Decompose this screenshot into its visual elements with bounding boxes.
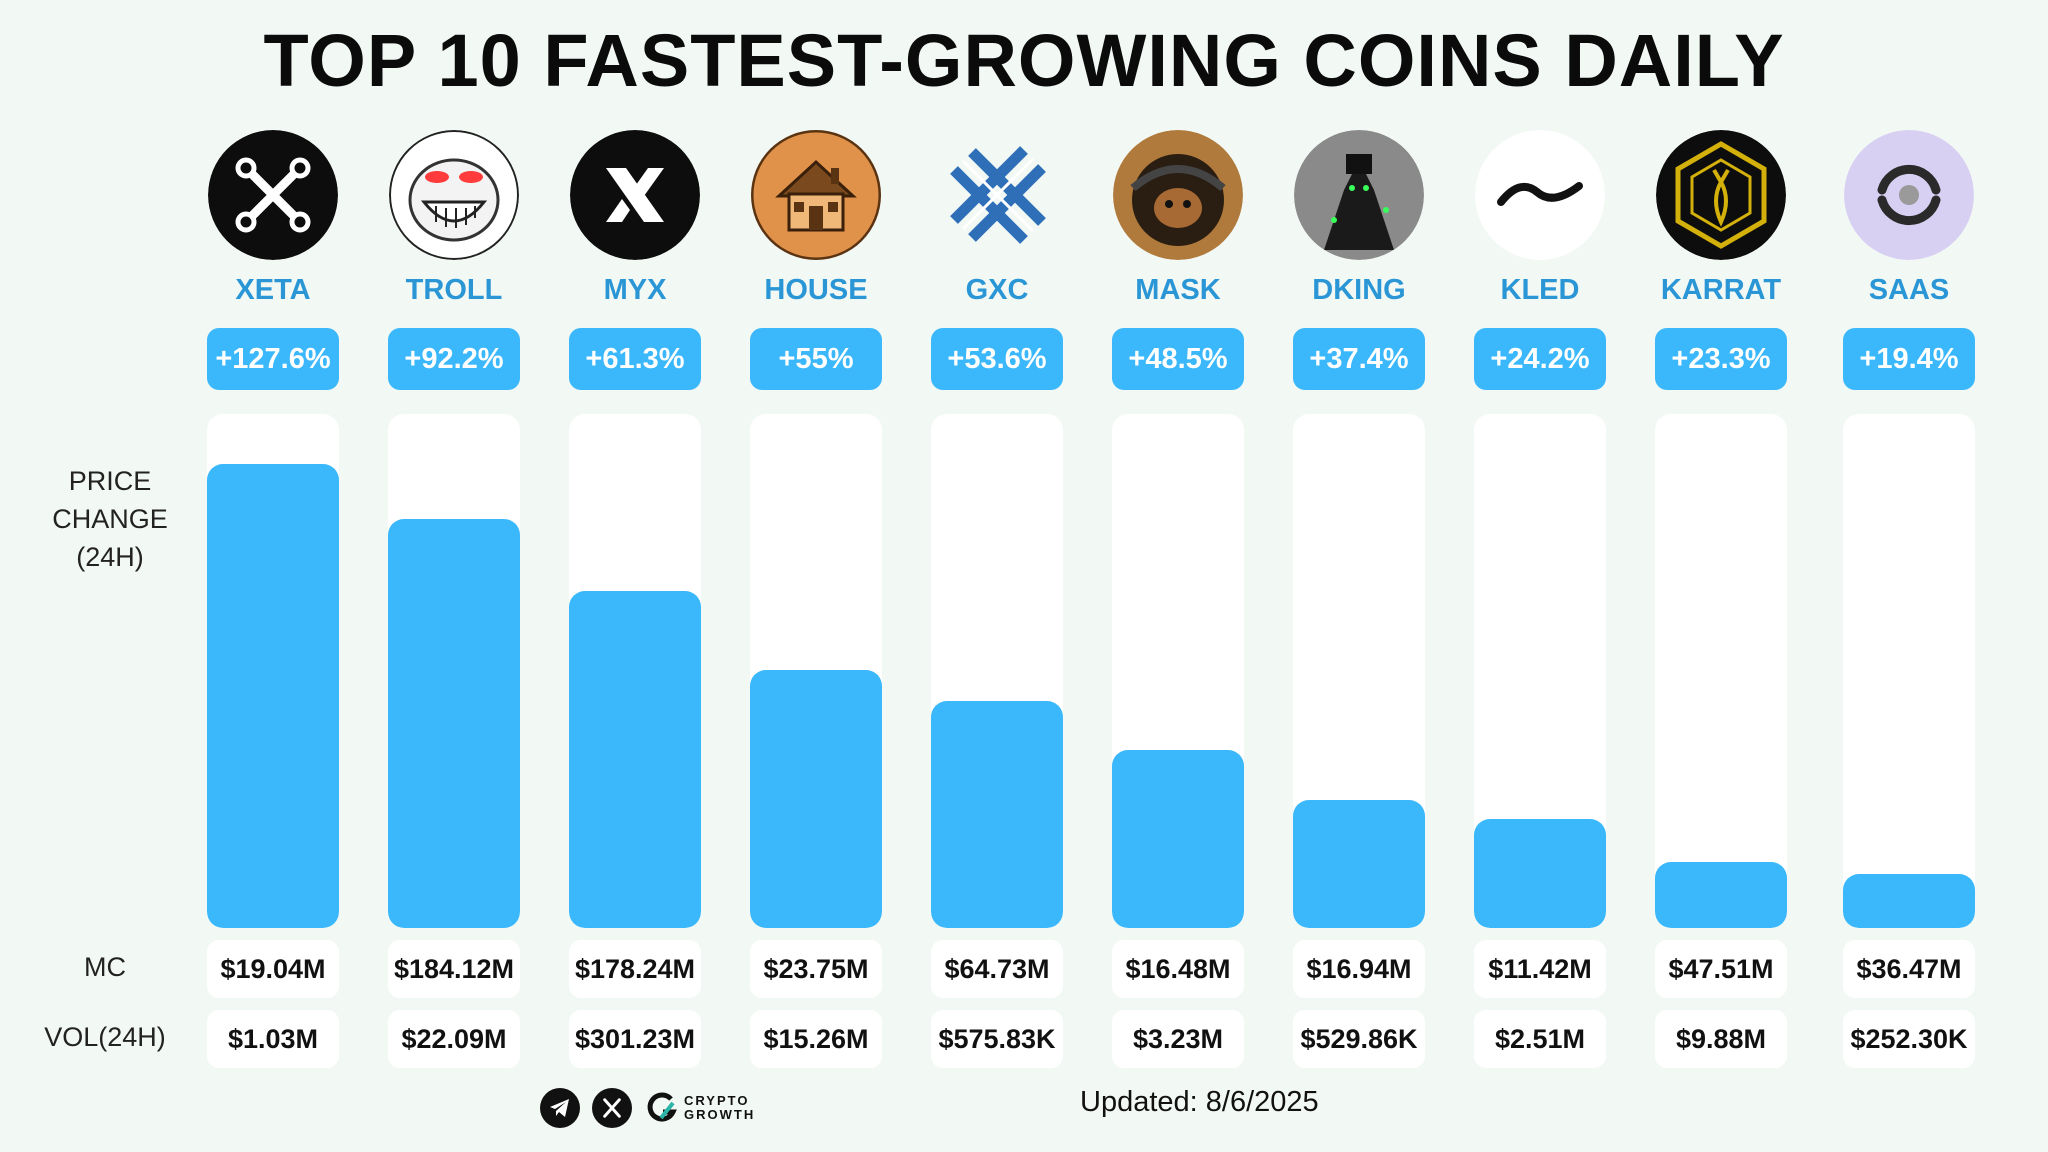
vol-value: $301.23M xyxy=(569,1010,701,1068)
coin-name: MYX xyxy=(603,274,667,306)
bar-house xyxy=(750,670,882,928)
price-change-badge: +92.2% xyxy=(388,328,520,390)
bar-myx xyxy=(569,591,701,928)
house-logo-icon xyxy=(751,130,881,260)
price-change-badge: +55% xyxy=(750,328,882,390)
price-change-badge: +24.2% xyxy=(1474,328,1606,390)
mc-value: $36.47M xyxy=(1843,940,1975,998)
vol-value: $252.30K xyxy=(1843,1010,1975,1068)
karrat-logo-icon xyxy=(1656,130,1786,260)
bar-track xyxy=(1474,414,1606,928)
coin-name: SAAS xyxy=(1868,274,1950,306)
vol-value: $9.88M xyxy=(1655,1010,1787,1068)
crypto-growth-logo: CRYPTO GROWTH xyxy=(644,1091,755,1125)
mc-label: MC xyxy=(84,952,126,982)
price-change-badge: +37.4% xyxy=(1293,328,1425,390)
price-change-badge: +48.5% xyxy=(1112,328,1244,390)
mc-value: $64.73M xyxy=(931,940,1063,998)
brand-line2: GROWTH xyxy=(684,1107,756,1122)
mc-value: $178.24M xyxy=(569,940,701,998)
kled-logo-icon xyxy=(1475,130,1605,260)
gxc-logo-icon xyxy=(932,130,1062,260)
vol-value: $529.86K xyxy=(1293,1010,1425,1068)
price-change-badge: +127.6% xyxy=(207,328,339,390)
coin-name: GXC xyxy=(965,274,1029,306)
coin-name: HOUSE xyxy=(764,274,868,306)
price-change-label-line1: PRICE xyxy=(68,466,152,496)
myx-logo-icon xyxy=(570,130,700,260)
vol-value: $22.09M xyxy=(388,1010,520,1068)
price-change-label-line3: (24H) xyxy=(76,542,144,572)
coin-name: KARRAT xyxy=(1660,274,1782,306)
mc-value: $23.75M xyxy=(750,940,882,998)
bar-mask xyxy=(1112,750,1244,928)
bar-xeta xyxy=(207,464,339,928)
updated-date: Updated: 8/6/2025 xyxy=(1080,1086,1319,1118)
bar-dking xyxy=(1293,800,1425,928)
x-icon[interactable] xyxy=(592,1088,632,1128)
vol-value: $1.03M xyxy=(207,1010,339,1068)
bar-track xyxy=(1293,414,1425,928)
bar-gxc xyxy=(931,701,1063,928)
bar-kled xyxy=(1474,819,1606,928)
price-change-badge: +19.4% xyxy=(1843,328,1975,390)
bar-troll xyxy=(388,519,520,928)
price-change-label-line2: CHANGE xyxy=(52,504,168,534)
mc-value: $11.42M xyxy=(1474,940,1606,998)
vol-value: $575.83K xyxy=(931,1010,1063,1068)
dking-logo-icon xyxy=(1294,130,1424,260)
coin-name: XETA xyxy=(235,274,311,306)
bar-track xyxy=(1843,414,1975,928)
vol-value: $15.26M xyxy=(750,1010,882,1068)
troll-face-logo-icon xyxy=(389,130,519,260)
mc-value: $16.94M xyxy=(1293,940,1425,998)
mc-value: $184.12M xyxy=(388,940,520,998)
coin-name: KLED xyxy=(1500,274,1580,306)
coin-name: DKING xyxy=(1312,274,1406,306)
bar-track xyxy=(388,414,520,928)
bar-track xyxy=(1655,414,1787,928)
brand-line1: CRYPTO xyxy=(684,1093,750,1108)
xeta-logo-icon xyxy=(208,130,338,260)
footer-social: CRYPTO GROWTH xyxy=(540,1088,755,1128)
vol-label: VOL(24H) xyxy=(44,1022,166,1052)
bar-track xyxy=(750,414,882,928)
bar-track xyxy=(1112,414,1244,928)
price-change-badge: +53.6% xyxy=(931,328,1063,390)
bar-track xyxy=(207,414,339,928)
price-change-label: PRICE CHANGE (24H) xyxy=(40,462,180,576)
bar-track xyxy=(931,414,1063,928)
bar-saas xyxy=(1843,874,1975,928)
mc-value: $16.48M xyxy=(1112,940,1244,998)
bar-karrat xyxy=(1655,862,1787,928)
coin-name: MASK xyxy=(1135,274,1221,306)
mc-value: $19.04M xyxy=(207,940,339,998)
chart-title: TOP 10 FASTEST-GROWING COINS DAILY xyxy=(263,19,1785,102)
price-change-badge: +61.3% xyxy=(569,328,701,390)
mask-logo-icon xyxy=(1113,130,1243,260)
bar-track xyxy=(569,414,701,928)
mc-value: $47.51M xyxy=(1655,940,1787,998)
saas-logo-icon xyxy=(1844,130,1974,260)
price-change-badge: +23.3% xyxy=(1655,328,1787,390)
telegram-icon[interactable] xyxy=(540,1088,580,1128)
coin-name: TROLL xyxy=(405,274,503,306)
vol-value: $3.23M xyxy=(1112,1010,1244,1068)
vol-value: $2.51M xyxy=(1474,1010,1606,1068)
